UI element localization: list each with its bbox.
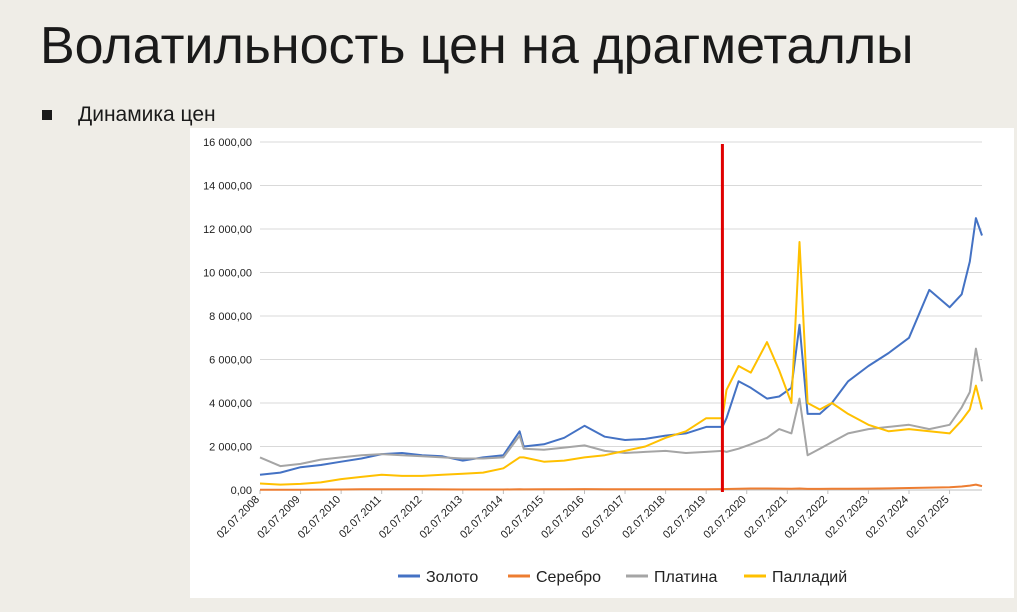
bullet-square-icon <box>42 110 52 120</box>
x-tick-label: 02.07.2013 <box>418 494 465 541</box>
series-line-3 <box>259 347 983 468</box>
x-tick-label: 02.07.2016 <box>539 494 586 541</box>
y-tick-label: 4 000,00 <box>209 398 252 410</box>
y-axis: 0,00 2 000,00 4 000,00 6 000,00 8 000,00 10 0… <box>203 137 252 497</box>
bullet-item: Динамика цен <box>42 100 216 130</box>
x-tick-label: 02.07.2012 <box>377 494 424 541</box>
y-tick-label: 6 000,00 <box>209 355 252 367</box>
y-tick-label: 2 000,00 <box>209 442 252 454</box>
x-tick-label: 02.07.2023 <box>823 494 870 541</box>
series-line-4 <box>259 241 983 486</box>
legend-label-4: Палладий <box>772 569 847 586</box>
chart-series-group <box>259 217 983 491</box>
y-tick-label: 16 000,00 <box>203 137 252 149</box>
x-tick-label: 02.07.2015 <box>499 494 546 541</box>
x-tick-label: 02.07.2022 <box>783 494 830 541</box>
x-tick-label: 02.07.2019 <box>661 494 708 541</box>
y-tick-label: 14 000,00 <box>203 181 252 193</box>
slide-title: Волатильность цен на драгметаллы <box>40 17 914 75</box>
legend-label-1: Золото <box>426 569 478 586</box>
x-tick-label: 02.07.2025 <box>904 494 951 541</box>
x-tick-label: 02.07.2010 <box>296 494 343 541</box>
x-axis: 02.07.200802.07.200902.07.201002.07.2011… <box>215 490 952 541</box>
legend-label-2: Серебро <box>536 569 601 586</box>
x-tick-label: 02.07.2024 <box>864 494 911 541</box>
x-tick-label: 02.07.2018 <box>620 494 667 541</box>
chart-panel: 0,00 2 000,00 4 000,00 6 000,00 8 000,00 10 0… <box>190 128 1014 598</box>
series-line-2 <box>259 483 983 491</box>
series-line-1 <box>259 217 983 476</box>
x-tick-label: 02.07.2008 <box>215 494 262 541</box>
x-tick-label: 02.07.2009 <box>255 494 302 541</box>
x-tick-label: 02.07.2014 <box>458 494 505 541</box>
y-tick-label: 12 000,00 <box>203 224 252 236</box>
y-tick-label: 10 000,00 <box>203 268 252 280</box>
chart-legend: Золото Серебро Платина Палладий <box>398 569 847 586</box>
chart-grid <box>260 141 982 491</box>
price-chart: 0,00 2 000,00 4 000,00 6 000,00 8 000,00 10 0… <box>203 137 983 586</box>
legend-label-3: Платина <box>654 569 717 586</box>
y-tick-label: 0,00 <box>231 485 252 497</box>
x-tick-label: 02.07.2017 <box>580 494 627 541</box>
x-tick-label: 02.07.2020 <box>701 494 748 541</box>
bullet-text: Динамика цен <box>78 103 216 126</box>
y-tick-label: 8 000,00 <box>209 311 252 323</box>
x-tick-label: 02.07.2021 <box>742 494 789 541</box>
